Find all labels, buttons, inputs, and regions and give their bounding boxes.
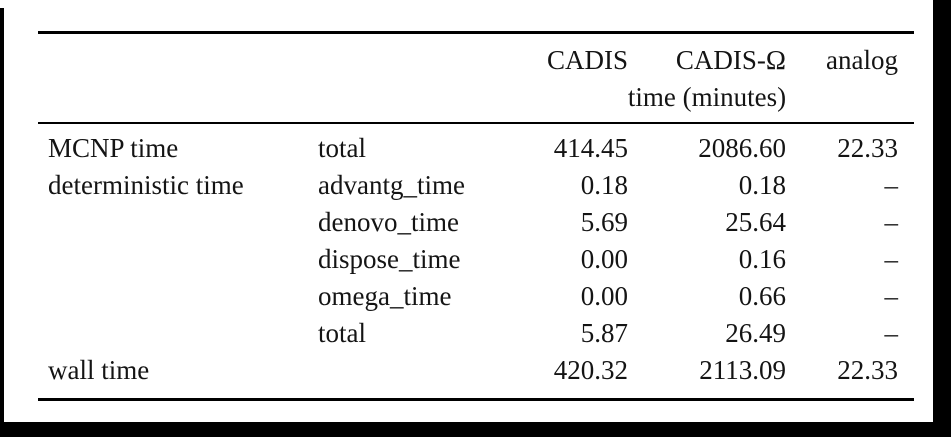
subheader-units: time (minutes) <box>627 82 787 112</box>
table-row: omega_time 0.00 0.66 – <box>38 278 914 315</box>
timing-table: CADIS CADIS-Ω analog time (minutes) MCNP… <box>38 31 914 401</box>
value-cadis: 0.00 <box>580 244 628 274</box>
header-spacer-item <box>310 33 500 80</box>
table-row: total 5.87 26.49 – <box>38 315 914 352</box>
value-cadis-omega: 0.18 <box>738 170 786 200</box>
table-body: MCNP time total 414.45 2086.60 22.33 det… <box>38 123 914 400</box>
table-row: MCNP time total 414.45 2086.60 22.33 <box>38 123 914 167</box>
row-item-label: advantg_time <box>318 170 465 200</box>
table-row: dispose_time 0.00 0.16 – <box>38 241 914 278</box>
row-group-label: MCNP time <box>48 133 179 163</box>
row-group-label <box>38 241 310 278</box>
row-group-label <box>38 204 310 241</box>
row-item-label: total <box>318 318 366 348</box>
value-analog: 22.33 <box>837 355 898 385</box>
table-row: denovo_time 5.69 25.64 – <box>38 204 914 241</box>
row-group-label: wall time <box>48 355 150 385</box>
value-cadis: 5.87 <box>580 318 628 348</box>
value-cadis-omega: 26.49 <box>725 318 786 348</box>
row-item-label: total <box>318 133 366 163</box>
paper-page: CADIS CADIS-Ω analog time (minutes) MCNP… <box>0 0 933 422</box>
value-cadis-omega: 0.16 <box>738 244 786 274</box>
value-analog: – <box>884 244 899 274</box>
value-cadis-omega: 25.64 <box>725 207 786 237</box>
value-analog: – <box>884 281 899 311</box>
row-group-label <box>38 315 310 352</box>
value-analog: – <box>884 170 899 200</box>
row-item-label: dispose_time <box>318 244 461 274</box>
value-analog: 22.33 <box>837 133 898 163</box>
value-cadis: 420.32 <box>553 355 628 385</box>
row-item-label <box>310 352 500 400</box>
header-row: CADIS CADIS-Ω analog <box>38 33 914 80</box>
value-cadis: 414.45 <box>553 133 628 163</box>
value-cadis: 0.18 <box>580 170 628 200</box>
row-item-label: denovo_time <box>318 207 459 237</box>
subheader-spacer <box>38 79 500 123</box>
header-spacer-group <box>38 33 310 80</box>
table-header: CADIS CADIS-Ω analog time (minutes) <box>38 33 914 123</box>
row-item-label: omega_time <box>318 281 452 311</box>
col-header-cadis-omega: CADIS-Ω <box>675 45 786 75</box>
value-cadis-omega: 2113.09 <box>699 355 786 385</box>
subheader-row: time (minutes) <box>38 79 914 123</box>
table-row: wall time 420.32 2113.09 22.33 <box>38 352 914 400</box>
value-cadis-omega: 0.66 <box>738 281 786 311</box>
col-header-cadis: CADIS <box>546 45 628 75</box>
table-row: deterministic time advantg_time 0.18 0.1… <box>38 167 914 204</box>
value-cadis: 5.69 <box>580 207 628 237</box>
value-cadis: 0.00 <box>580 281 628 311</box>
row-group-label <box>38 278 310 315</box>
value-analog: – <box>884 207 899 237</box>
col-header-analog: analog <box>826 45 898 75</box>
row-group-label: deterministic time <box>48 170 244 200</box>
value-analog: – <box>884 318 899 348</box>
value-cadis-omega: 2086.60 <box>698 133 786 163</box>
